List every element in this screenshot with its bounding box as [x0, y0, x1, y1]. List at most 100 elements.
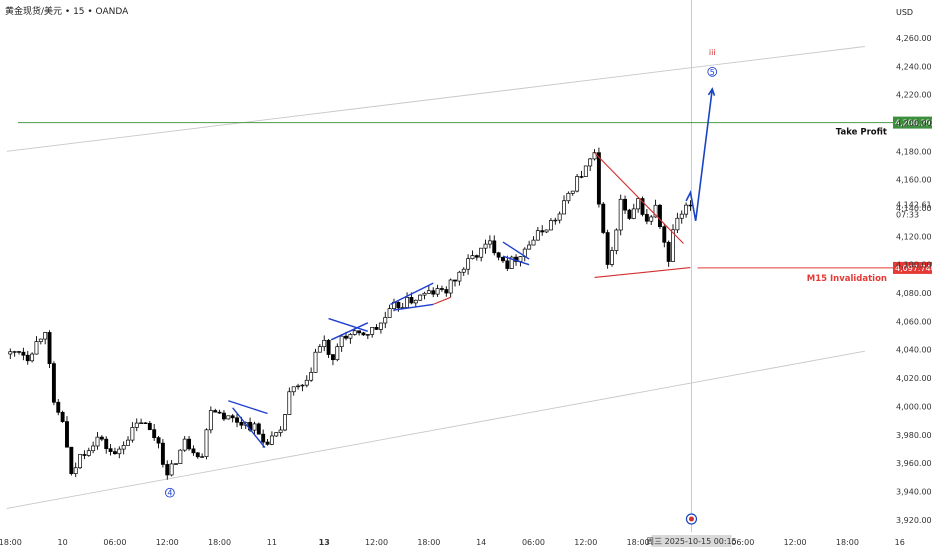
candle — [147, 421, 152, 431]
candle-body — [426, 290, 431, 294]
candle — [457, 270, 462, 286]
candle — [283, 413, 287, 432]
candle-body — [487, 240, 492, 245]
candle — [38, 338, 43, 345]
candle-body — [505, 260, 510, 269]
candle-body — [78, 454, 83, 469]
candle-body — [483, 243, 488, 249]
candle-body — [274, 432, 279, 437]
candle-body — [649, 216, 654, 222]
candle-body — [191, 448, 196, 454]
candle-body — [47, 332, 52, 364]
candle — [126, 436, 130, 446]
candle-body — [208, 410, 213, 431]
pattern-line[interactable] — [594, 152, 684, 244]
candle-body — [108, 448, 113, 452]
candle-body — [204, 429, 209, 457]
wave-label-circle — [165, 487, 175, 498]
candle — [474, 254, 479, 261]
candle-body — [34, 341, 39, 355]
candle-body — [666, 241, 671, 262]
candle-body — [348, 334, 353, 339]
candle-body — [640, 198, 645, 215]
candle-body — [217, 411, 222, 414]
candle — [335, 343, 340, 362]
projection-arrow[interactable] — [685, 88, 714, 221]
wave-label-circle — [707, 66, 718, 77]
wave-label[interactable]: 4 — [165, 487, 175, 498]
candle — [435, 284, 440, 297]
candle-body — [535, 230, 540, 241]
candle-body — [126, 439, 130, 446]
candle — [448, 278, 453, 298]
candle-body — [130, 427, 135, 441]
y-tick-label: 4,120.000 — [896, 232, 932, 241]
candle-body — [256, 423, 261, 435]
candle — [322, 335, 327, 352]
pattern-line[interactable] — [228, 400, 268, 415]
pattern-line[interactable] — [330, 322, 369, 341]
candle-body — [56, 401, 61, 413]
bar-countdown: 07:33 — [896, 210, 919, 219]
y-tick-label: 4,000.000 — [896, 402, 932, 411]
pattern-line[interactable] — [393, 303, 434, 311]
pattern-lines[interactable] — [228, 152, 691, 448]
candle-body — [684, 204, 689, 215]
candle-body — [117, 448, 122, 455]
wave-label-text: iii — [709, 48, 716, 57]
candle-body — [413, 299, 418, 304]
price-levels[interactable]: 4,200.293 Take Profit 4,097.740 M15 Invalid… — [18, 116, 932, 284]
pattern-line[interactable] — [232, 407, 266, 448]
candle — [152, 424, 157, 441]
pattern-line[interactable] — [502, 241, 530, 260]
candle-body — [174, 463, 178, 465]
candle — [108, 444, 113, 456]
candle — [213, 408, 218, 413]
wave-label[interactable]: 5 — [707, 66, 718, 77]
channel-upper-line[interactable] — [6, 46, 865, 152]
candle-body — [461, 268, 466, 273]
x-tick-label: 16 — [895, 538, 905, 547]
candle-body — [518, 256, 523, 262]
candle-body — [575, 176, 580, 192]
candle — [627, 208, 632, 220]
pattern-line[interactable] — [433, 296, 451, 305]
candle — [479, 247, 484, 262]
candle — [174, 463, 178, 465]
candle-body — [409, 297, 414, 304]
candle-body — [51, 363, 56, 403]
candle-body — [370, 327, 375, 335]
wave-label[interactable]: iii — [709, 48, 716, 57]
candle — [252, 421, 257, 436]
candle — [326, 338, 331, 359]
candle-body — [278, 429, 283, 433]
pattern-line[interactable] — [502, 255, 530, 266]
candle — [618, 194, 623, 236]
candle-body — [496, 252, 501, 258]
channel-lower-line[interactable] — [6, 350, 865, 509]
candle-body — [21, 351, 26, 356]
candle-body — [631, 208, 636, 219]
y-tick-label: 4,040.000 — [896, 346, 932, 355]
pattern-line[interactable] — [594, 267, 691, 279]
candle — [313, 348, 318, 373]
pattern-line[interactable] — [390, 282, 434, 306]
candle — [540, 225, 545, 236]
x-tick-label: 12:00 — [156, 538, 179, 547]
candle — [134, 418, 139, 432]
wave-projection[interactable]: iii 5 4 — [165, 48, 718, 498]
candle — [43, 331, 48, 345]
candle — [461, 267, 466, 277]
candle — [17, 351, 21, 355]
x-tick-label: 12:00 — [365, 538, 388, 547]
candle — [605, 229, 610, 269]
pattern-line[interactable] — [328, 317, 369, 332]
candle-body — [453, 279, 457, 282]
candle — [274, 432, 279, 437]
trend-channel — [6, 46, 865, 509]
candle-body — [156, 437, 161, 444]
candle-body — [12, 351, 17, 353]
candles — [8, 147, 693, 480]
candle-body — [344, 335, 348, 339]
